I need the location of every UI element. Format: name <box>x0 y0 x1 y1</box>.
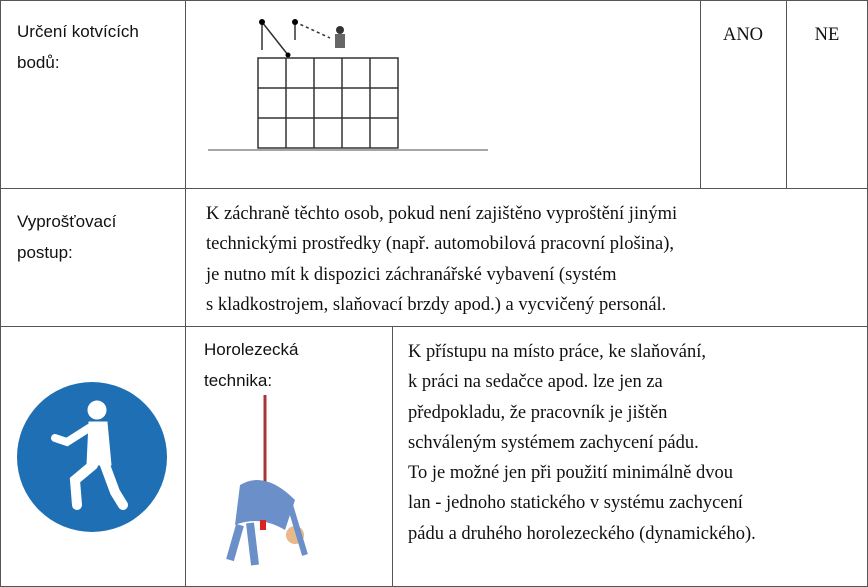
rule <box>700 0 701 188</box>
line: technickými prostředky (např. automobilo… <box>206 234 675 255</box>
line: K záchraně těchto osob, pokud není zajiš… <box>206 204 678 224</box>
line: K přístupu na místo práce, ke slaňování, <box>408 342 706 362</box>
line: Horolezecká <box>204 340 299 359</box>
paragraph: K přístupu na místo práce, ke slaňování,… <box>408 337 756 549</box>
label: Určení kotvících bodů: <box>17 16 139 78</box>
paragraph: K záchraně těchto osob, pokud není zajiš… <box>206 199 677 320</box>
line: technika: <box>204 371 273 390</box>
safety-icon <box>17 382 167 532</box>
line: Vyprošťovací <box>17 212 117 231</box>
label: Horolezecká technika: <box>204 334 299 396</box>
label: Vyprošťovací postup: <box>17 206 116 268</box>
line: s kladkostrojem, slaňovací brzdy apod.) … <box>206 294 667 315</box>
line: Určení kotvících <box>17 22 139 41</box>
line: k práci na sedačce apod. lze jen za <box>408 372 663 393</box>
rule <box>392 326 393 587</box>
climber-drawing <box>226 395 308 566</box>
rule <box>786 0 787 188</box>
line: pádu a druhého horolezeckého (dynamickéh… <box>408 523 756 544</box>
line: bodů: <box>17 53 60 72</box>
rule <box>0 0 1 587</box>
rule <box>0 0 868 1</box>
rule <box>0 326 868 327</box>
line: je nutno mít k dispozici záchranářské vy… <box>206 264 617 285</box>
line: lan - jednoho statického v systému zachy… <box>408 493 743 514</box>
option: NE <box>814 25 840 45</box>
line: předpokladu, že pracovník je jištěn <box>408 402 668 423</box>
line: To je možné jen při použití minimálně dv… <box>408 463 733 484</box>
rule <box>185 0 186 587</box>
option: ANO <box>722 25 764 45</box>
line: postup: <box>17 243 73 262</box>
scaffold-drawing <box>208 19 488 151</box>
line: schváleným systémem zachycení pádu. <box>408 432 699 453</box>
rule <box>0 188 868 189</box>
